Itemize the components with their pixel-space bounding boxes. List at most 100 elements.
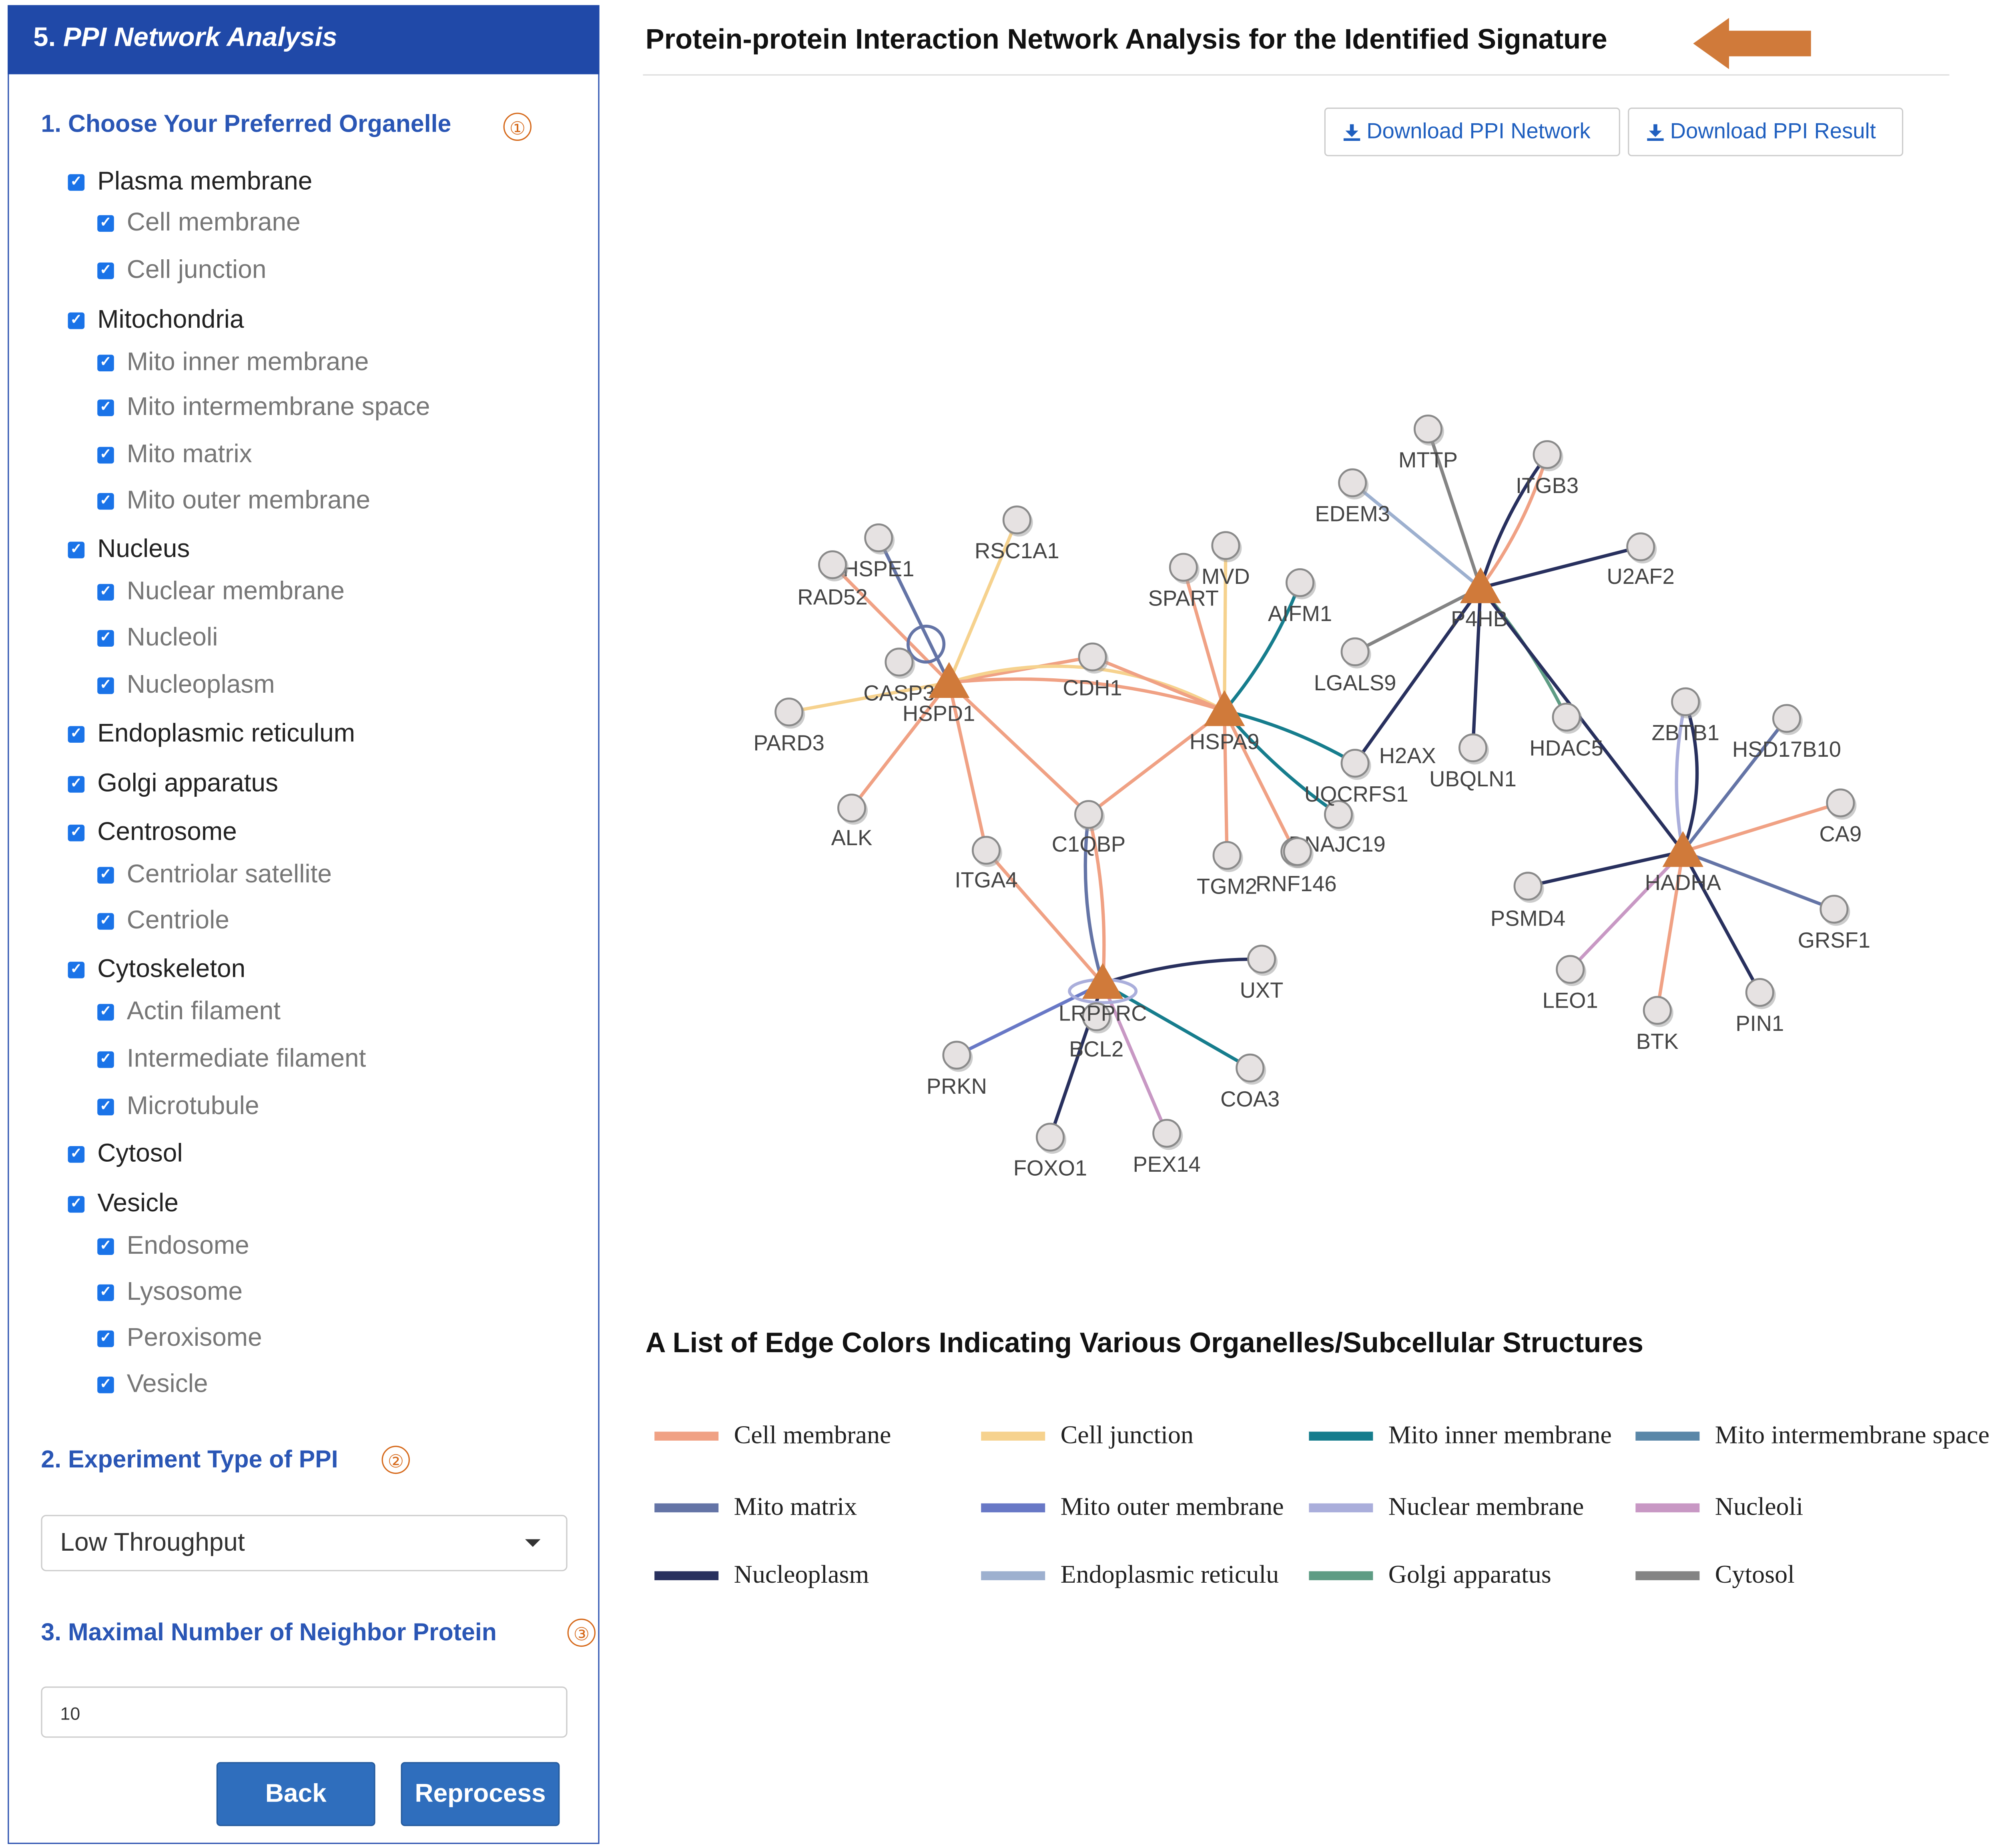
hub-node[interactable]: P4HB (1451, 567, 1508, 631)
checkbox-checked-icon[interactable]: ✓ (68, 824, 85, 842)
node-circle[interactable] (1074, 800, 1103, 829)
checkbox-checked-icon[interactable]: ✓ (68, 312, 85, 329)
protein-node[interactable]: BTK (1636, 996, 1679, 1054)
protein-node[interactable]: UQCRFS1 (1304, 782, 1408, 831)
hub-triangle[interactable] (929, 662, 970, 698)
node-circle[interactable] (1236, 1053, 1265, 1082)
node-circle[interactable] (972, 836, 1001, 865)
node-circle[interactable] (1533, 440, 1562, 469)
organelle-option[interactable]: ✓ Mito intermembrane space (97, 393, 430, 423)
node-circle[interactable] (1340, 749, 1370, 778)
node-circle[interactable] (1211, 531, 1240, 560)
max-neighbor-input[interactable]: 10 (41, 1686, 568, 1738)
protein-node[interactable]: UXT (1240, 944, 1284, 1002)
node-circle[interactable] (1819, 895, 1849, 924)
node-circle[interactable] (1002, 505, 1031, 535)
node-circle[interactable] (942, 1040, 971, 1070)
protein-node[interactable]: SPART (1148, 553, 1219, 611)
protein-node[interactable]: COA3 (1220, 1053, 1280, 1111)
node-circle[interactable] (1152, 1119, 1182, 1148)
checkbox-checked-icon[interactable]: ✓ (68, 726, 85, 743)
protein-node[interactable]: CASP3 (863, 647, 935, 706)
node-circle[interactable] (1286, 568, 1315, 597)
node-circle[interactable] (1556, 955, 1585, 984)
organelle-option[interactable]: ✓ Mito outer membrane (97, 487, 370, 516)
organelle-option[interactable]: ✓ Centrosome (68, 818, 237, 848)
checkbox-checked-icon[interactable]: ✓ (97, 355, 114, 371)
protein-node[interactable]: PIN1 (1735, 978, 1784, 1036)
node-circle[interactable] (1745, 978, 1774, 1007)
organelle-option[interactable]: ✓ Nucleus (68, 535, 190, 565)
node-circle[interactable] (1078, 642, 1107, 671)
organelle-option[interactable]: ✓ Intermediate filament (97, 1045, 366, 1074)
checkbox-checked-icon[interactable]: ✓ (97, 677, 114, 694)
protein-node[interactable]: GRSF1 (1798, 895, 1870, 952)
organelle-option[interactable]: ✓ Nuclear membrane (97, 577, 345, 607)
organelle-option[interactable]: ✓ Vesicle (97, 1370, 208, 1400)
checkbox-checked-icon[interactable]: ✓ (97, 1377, 114, 1393)
checkbox-checked-icon[interactable]: ✓ (97, 1284, 114, 1301)
organelle-option[interactable]: ✓ Nucleoli (97, 623, 218, 653)
node-circle[interactable] (1671, 687, 1700, 716)
node-circle[interactable] (1772, 704, 1801, 733)
node-circle[interactable] (1340, 637, 1370, 666)
protein-node[interactable]: AIFM1 (1268, 568, 1332, 626)
reprocess-button[interactable]: Reprocess (401, 1762, 560, 1826)
node-circle[interactable] (1626, 532, 1655, 561)
node-circle[interactable] (1283, 837, 1312, 866)
protein-node[interactable]: BCL2 (1069, 1002, 1123, 1061)
hub-node[interactable]: HADHA (1645, 831, 1721, 895)
checkbox-checked-icon[interactable]: ✓ (97, 399, 114, 416)
protein-node[interactable]: HDAC5 (1529, 703, 1603, 760)
protein-node[interactable]: ITGB3 (1516, 440, 1579, 498)
protein-node[interactable]: RNF146 (1256, 837, 1337, 896)
node-circle[interactable] (885, 647, 914, 677)
protein-node[interactable]: EDEM3 (1315, 468, 1390, 526)
checkbox-checked-icon[interactable]: ✓ (97, 1098, 114, 1116)
organelle-option[interactable]: ✓ Nucleoplasm (97, 671, 275, 701)
checkbox-checked-icon[interactable]: ✓ (97, 447, 114, 464)
protein-node[interactable]: CA9 (1819, 788, 1862, 846)
back-button[interactable]: Back (216, 1762, 375, 1826)
protein-node[interactable]: PRKN (927, 1040, 987, 1098)
protein-node[interactable]: CDH1 (1063, 642, 1122, 700)
checkbox-checked-icon[interactable]: ✓ (68, 776, 85, 793)
hub-triangle[interactable] (1204, 690, 1245, 726)
node-circle[interactable] (837, 794, 867, 823)
organelle-option[interactable]: ✓ Microtubule (97, 1092, 259, 1122)
protein-node[interactable]: UBQLN1 (1429, 733, 1517, 791)
experiment-type-select[interactable]: Low Throughput (41, 1515, 568, 1571)
checkbox-checked-icon[interactable]: ✓ (97, 263, 114, 279)
protein-node[interactable]: ZBTB1 (1652, 687, 1719, 745)
checkbox-checked-icon[interactable]: ✓ (97, 493, 114, 510)
hub-triangle[interactable] (1460, 567, 1501, 603)
protein-node[interactable]: RSC1A1 (975, 505, 1059, 563)
protein-node[interactable]: PEX14 (1133, 1119, 1201, 1177)
ppi-network-graph[interactable]: HSPE1 RSC1A1 RAD52 CASP3 PARD3 ALK ITGA4 CDH1 C1… (0, 0, 1998, 1281)
node-circle[interactable] (1324, 800, 1353, 829)
organelle-option[interactable]: ✓ Plasma membrane (68, 168, 312, 197)
checkbox-checked-icon[interactable]: ✓ (97, 630, 114, 647)
protein-node[interactable]: LGALS9 (1314, 637, 1396, 695)
organelle-option[interactable]: ✓ Cytosol (68, 1140, 183, 1169)
protein-node[interactable]: ITGA4 (955, 836, 1018, 892)
node-circle[interactable] (1036, 1122, 1065, 1152)
organelle-option[interactable]: ✓ Mitochondria (68, 306, 244, 336)
node-circle[interactable] (1338, 468, 1367, 497)
checkbox-checked-icon[interactable]: ✓ (68, 962, 85, 978)
organelle-option[interactable]: ✓ Golgi apparatus (68, 770, 278, 799)
node-circle[interactable] (1212, 841, 1242, 870)
organelle-option[interactable]: ✓ Endoplasmic reticulum (68, 720, 355, 749)
organelle-option[interactable]: ✓ Cell membrane (97, 209, 301, 239)
node-circle[interactable] (1247, 944, 1276, 974)
organelle-option[interactable]: ✓ Mito inner membrane (97, 348, 369, 378)
protein-node[interactable]: HSD17B10 (1732, 704, 1841, 762)
organelle-option[interactable]: ✓ Peroxisome (97, 1324, 262, 1354)
protein-node[interactable]: FOXO1 (1013, 1122, 1087, 1181)
hub-node[interactable]: HSPD1 (903, 662, 975, 726)
checkbox-checked-icon[interactable]: ✓ (68, 541, 85, 559)
node-circle[interactable] (774, 698, 804, 727)
protein-node[interactable]: MVD (1202, 531, 1250, 589)
protein-node[interactable]: ALK (831, 794, 873, 850)
checkbox-checked-icon[interactable]: ✓ (68, 174, 85, 191)
